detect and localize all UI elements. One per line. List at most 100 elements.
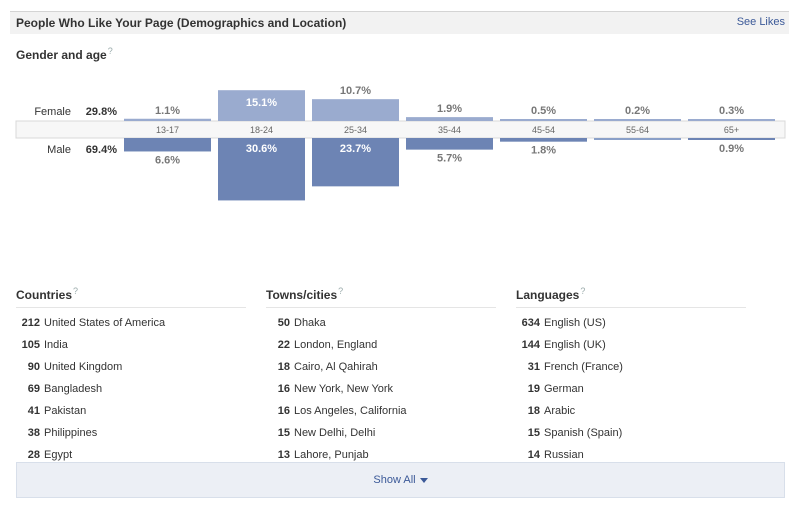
show-all-button[interactable]: Show All bbox=[16, 462, 785, 498]
list-item-count: 28 bbox=[27, 449, 40, 461]
female-bar bbox=[218, 90, 305, 121]
list-item-count: 31 bbox=[527, 361, 540, 373]
gender-age-title: Gender and age? bbox=[16, 46, 113, 62]
list-item-name[interactable]: United Kingdom bbox=[44, 361, 123, 373]
list-item: 90 United Kingdom bbox=[16, 356, 246, 378]
list-item-name[interactable]: Philippines bbox=[44, 427, 98, 439]
male-bar bbox=[124, 138, 211, 152]
female-data-label: 10.7% bbox=[340, 85, 371, 97]
list-item-count: 212 bbox=[21, 317, 40, 329]
female-bar bbox=[500, 119, 587, 121]
age-tick-label: 35-44 bbox=[438, 125, 461, 135]
age-tick-label: 65+ bbox=[724, 125, 739, 135]
list-item-count: 16 bbox=[277, 405, 290, 417]
list-item-count: 15 bbox=[277, 427, 290, 439]
list-item-count: 14 bbox=[527, 449, 540, 461]
towns-help-icon[interactable]: ? bbox=[338, 286, 344, 296]
list-item-name[interactable]: English (US) bbox=[544, 317, 606, 329]
list-item-count: 22 bbox=[277, 339, 290, 351]
list-item: 15 New Delhi, Delhi bbox=[266, 422, 496, 444]
list-item-name[interactable]: Dhaka bbox=[294, 317, 326, 329]
male-data-label: 6.6% bbox=[155, 154, 180, 166]
list-item-count: 13 bbox=[277, 449, 290, 461]
list-item-name[interactable]: Arabic bbox=[544, 405, 576, 417]
list-item-count: 69 bbox=[27, 383, 40, 395]
male-bar bbox=[312, 138, 399, 187]
see-likes-link[interactable]: See Likes bbox=[736, 16, 785, 28]
list-item-count: 18 bbox=[277, 361, 290, 373]
age-tick-label: 45-54 bbox=[532, 125, 555, 135]
towns-title: Towns/cities? bbox=[266, 286, 496, 308]
list-item-count: 50 bbox=[277, 317, 290, 329]
countries-list: 212 United States of America 105 India 90 Uni… bbox=[16, 308, 246, 466]
list-item: 15 Spanish (Spain) bbox=[516, 422, 746, 444]
list-item-name[interactable]: Cairo, Al Qahirah bbox=[294, 361, 378, 373]
panel-title: People Who Like Your Page (Demographics … bbox=[16, 16, 347, 30]
panel-header: People Who Like Your Page (Demographics … bbox=[10, 11, 789, 34]
female-bar bbox=[594, 119, 681, 121]
age-tick-label: 18-24 bbox=[250, 125, 273, 135]
gender-age-help-icon[interactable]: ? bbox=[107, 46, 113, 56]
male-bar bbox=[594, 138, 681, 140]
male-bar bbox=[500, 138, 587, 142]
list-item-name[interactable]: German bbox=[544, 383, 584, 395]
female-bar bbox=[688, 119, 775, 121]
countries-title-text: Countries bbox=[16, 288, 73, 302]
female-data-label: 0.2% bbox=[625, 105, 650, 117]
countries-title: Countries? bbox=[16, 286, 246, 308]
list-item-name[interactable]: French (France) bbox=[544, 361, 623, 373]
list-item-count: 90 bbox=[27, 361, 40, 373]
list-item: 28 Egypt bbox=[16, 444, 246, 466]
languages-column: Languages? 634 English (US) 144 English (UK… bbox=[516, 286, 746, 466]
list-item-name[interactable]: New York, New York bbox=[294, 383, 394, 395]
list-item: 69 Bangladesh bbox=[16, 378, 246, 400]
list-item-name[interactable]: Pakistan bbox=[44, 405, 87, 417]
list-item-count: 19 bbox=[527, 383, 540, 395]
list-item-name[interactable]: India bbox=[44, 339, 68, 351]
list-item-name[interactable]: Bangladesh bbox=[44, 383, 103, 395]
languages-list: 634 English (US) 144 English (UK) 31 French (… bbox=[516, 308, 746, 466]
list-item: 634 English (US) bbox=[516, 312, 746, 334]
list-item-name[interactable]: New Delhi, Delhi bbox=[294, 427, 376, 439]
age-tick-label: 25-34 bbox=[344, 125, 367, 135]
list-item-name[interactable]: Los Angeles, California bbox=[294, 405, 407, 417]
list-item: 105 India bbox=[16, 334, 246, 356]
list-item: 41 Pakistan bbox=[16, 400, 246, 422]
list-item: 16 New York, New York bbox=[266, 378, 496, 400]
list-item-name[interactable]: Lahore, Punjab bbox=[294, 449, 369, 461]
list-item-count: 18 bbox=[527, 405, 540, 417]
list-item-name[interactable]: London, England bbox=[294, 339, 378, 351]
list-item-name[interactable]: English (UK) bbox=[544, 339, 606, 351]
list-item: 18 Arabic bbox=[516, 400, 746, 422]
male-data-label: 30.6% bbox=[246, 143, 277, 155]
list-item: 13 Lahore, Punjab bbox=[266, 444, 496, 466]
list-item: 16 Los Angeles, California bbox=[266, 400, 496, 422]
list-item-count: 15 bbox=[527, 427, 540, 439]
list-item: 212 United States of America bbox=[16, 312, 246, 334]
male-label: Male bbox=[47, 144, 71, 156]
male-total: 69.4% bbox=[86, 144, 117, 156]
female-label: Female bbox=[34, 106, 71, 118]
languages-help-icon[interactable]: ? bbox=[580, 286, 586, 296]
list-item-count: 144 bbox=[521, 339, 540, 351]
list-item-name[interactable]: Spanish (Spain) bbox=[544, 427, 623, 439]
male-data-label: 1.8% bbox=[531, 145, 556, 157]
list-item: 14 Russian bbox=[516, 444, 746, 466]
list-item-count: 38 bbox=[27, 427, 40, 439]
countries-help-icon[interactable]: ? bbox=[73, 286, 79, 296]
age-tick-label: 55-64 bbox=[626, 125, 649, 135]
list-item-count: 634 bbox=[521, 317, 540, 329]
male-data-label: 0.9% bbox=[719, 143, 744, 155]
countries-column: Countries? 212 United States of America 10… bbox=[16, 286, 246, 466]
list-item: 50 Dhaka bbox=[266, 312, 496, 334]
list-item: 22 London, England bbox=[266, 334, 496, 356]
list-item-name[interactable]: Egypt bbox=[44, 449, 73, 461]
female-data-label: 15.1% bbox=[246, 97, 277, 109]
male-bar bbox=[688, 138, 775, 140]
list-item-name[interactable]: United States of America bbox=[44, 317, 166, 329]
female-bar bbox=[124, 118, 211, 121]
list-item: 38 Philippines bbox=[16, 422, 246, 444]
list-item-name[interactable]: Russian bbox=[544, 449, 584, 461]
age-axis-band bbox=[15, 120, 786, 139]
towns-column: Towns/cities? 50 Dhaka 22 London, England 18… bbox=[266, 286, 496, 466]
